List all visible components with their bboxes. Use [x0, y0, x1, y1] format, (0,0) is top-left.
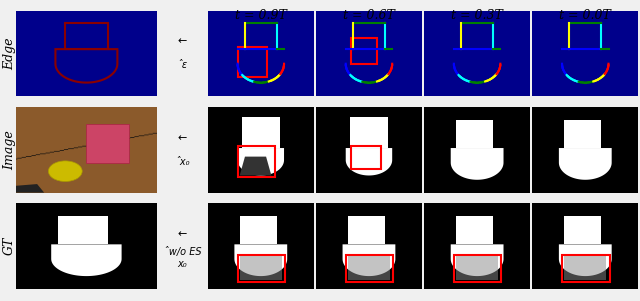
Polygon shape [456, 216, 493, 244]
Polygon shape [58, 216, 108, 244]
Polygon shape [564, 216, 601, 244]
Text: t = 0.0T: t = 0.0T [559, 9, 611, 22]
Polygon shape [342, 244, 396, 276]
Polygon shape [451, 148, 504, 180]
Text: ˆw/o ES
x₀: ˆw/o ES x₀ [164, 247, 201, 269]
Polygon shape [234, 244, 287, 276]
Polygon shape [240, 157, 271, 175]
Bar [351, 146, 381, 169]
Polygon shape [564, 256, 607, 281]
Text: ˆε: ˆε [177, 61, 188, 70]
Bar [237, 146, 275, 177]
Text: t = 0.6T: t = 0.6T [343, 9, 395, 22]
Text: ←: ← [178, 229, 187, 239]
Polygon shape [242, 117, 280, 148]
Polygon shape [240, 256, 282, 281]
Polygon shape [559, 244, 612, 276]
Polygon shape [350, 117, 388, 148]
Polygon shape [559, 148, 612, 180]
Text: Image: Image [3, 130, 16, 170]
Polygon shape [346, 148, 392, 175]
Bar [454, 255, 501, 282]
Polygon shape [564, 120, 601, 148]
Polygon shape [348, 256, 390, 281]
Bar [346, 255, 393, 282]
Polygon shape [456, 120, 493, 148]
Polygon shape [16, 184, 44, 193]
Bar [86, 124, 129, 163]
Bar [562, 255, 609, 282]
Polygon shape [240, 216, 276, 244]
Polygon shape [348, 216, 385, 244]
Polygon shape [51, 244, 122, 276]
Bar [237, 255, 285, 282]
Text: Edge: Edge [3, 37, 16, 70]
Text: t = 0.9T: t = 0.9T [235, 9, 287, 22]
Text: ←: ← [178, 36, 187, 46]
Bar [351, 38, 378, 64]
Bar [237, 47, 267, 77]
Polygon shape [237, 148, 284, 175]
Text: ←: ← [178, 133, 187, 143]
Polygon shape [451, 244, 504, 276]
Polygon shape [456, 256, 499, 281]
Text: ˆx₀: ˆx₀ [175, 157, 189, 167]
Text: t = 0.3T: t = 0.3T [451, 9, 503, 22]
Circle shape [49, 161, 82, 182]
Text: GT: GT [3, 237, 16, 255]
